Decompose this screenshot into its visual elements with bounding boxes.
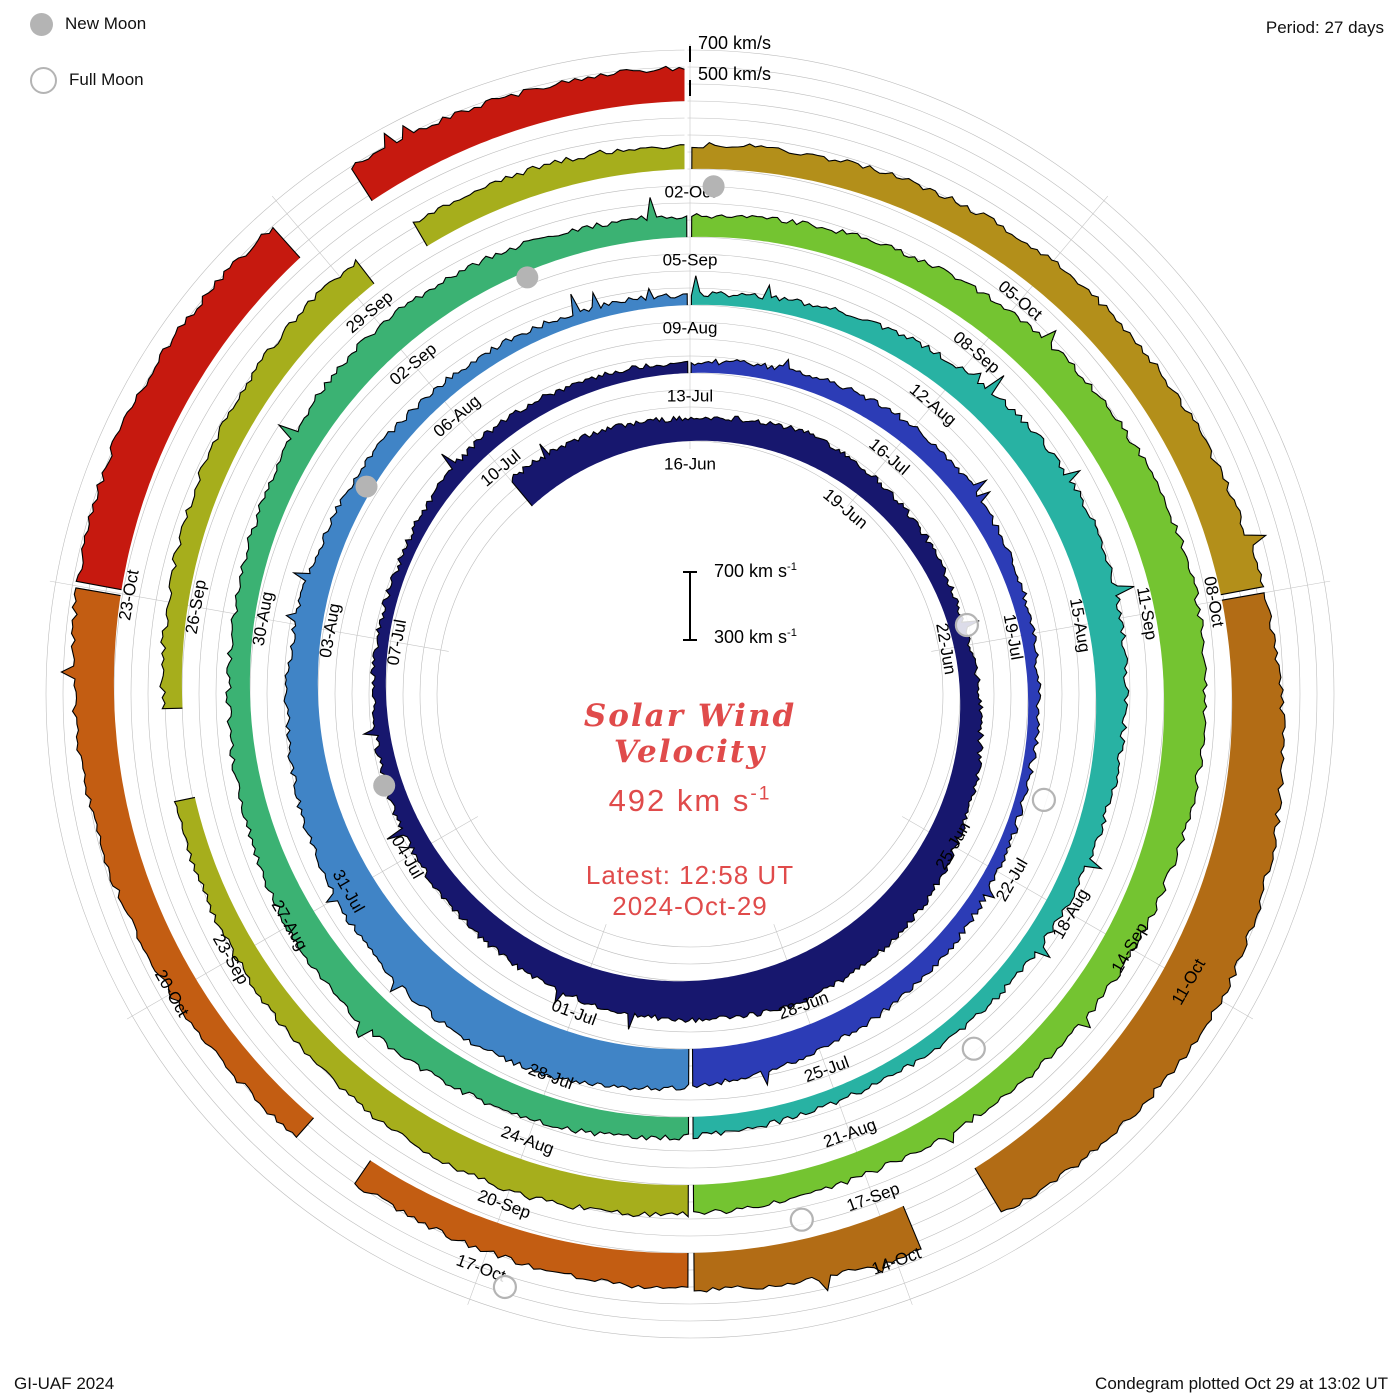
- period-label: Period: 27 days: [1265, 18, 1384, 37]
- current-value-exp: -1: [750, 783, 772, 805]
- date-label: 13-Jul: [667, 386, 713, 405]
- new-moon-icon: [30, 12, 53, 36]
- date-label: 25-Jul: [802, 1052, 852, 1086]
- credit-label: GI-UAF 2024: [14, 1374, 115, 1393]
- full-moon-marker: [789, 1207, 814, 1232]
- scale-700-text: 700 km s: [714, 561, 788, 581]
- scale-700-exp: -1: [787, 561, 797, 573]
- legend-new-moon-label: New Moon: [65, 14, 147, 33]
- velocity-bands: [60, 65, 1286, 1293]
- top-seam: [684, 46, 691, 174]
- top-axis-700: 700 km/s: [698, 33, 772, 53]
- current-value-text: 492 km s: [608, 783, 751, 818]
- full-moon-icon: [30, 66, 57, 94]
- new-moon-marker: [516, 266, 539, 289]
- current-value: 492 km s-1: [390, 783, 990, 819]
- scale-label-300: 300 km s-1: [714, 627, 797, 648]
- scale-300-exp: -1: [787, 627, 797, 639]
- date-label: 17-Sep: [844, 1179, 902, 1216]
- full-moon-marker: [954, 612, 980, 638]
- latest-line2: 2024-Oct-29: [612, 891, 768, 921]
- moon-markers: [355, 175, 1057, 1300]
- radial-scale-bar: [683, 571, 697, 641]
- latest-line1: Latest: 12:58 UT: [585, 860, 795, 890]
- chart-title: Solar Wind Velocity: [390, 698, 990, 770]
- legend-full-moon: Full Moon: [30, 66, 146, 94]
- date-label: 09-Aug: [663, 318, 718, 337]
- legend-new-moon: New Moon: [30, 10, 146, 38]
- scale-label-700: 700 km s-1: [714, 561, 797, 582]
- chart-title-line2: Velocity: [613, 734, 767, 770]
- legend: New Moon Full Moon: [30, 10, 146, 94]
- plotted-timestamp: Condegram plotted Oct 29 at 13:02 UT: [1095, 1374, 1388, 1393]
- new-moon-marker: [355, 475, 378, 498]
- new-moon-marker: [702, 175, 725, 198]
- latest-timestamp: Latest: 12:58 UT 2024-Oct-29: [390, 860, 990, 922]
- full-moon-marker: [1031, 787, 1057, 813]
- new-moon-marker: [373, 774, 396, 797]
- date-label: 05-Sep: [663, 250, 718, 269]
- chart-title-line1: Solar Wind: [583, 698, 797, 734]
- top-axis-500: 500 km/s: [698, 64, 772, 84]
- scale-300-text: 300 km s: [714, 627, 788, 647]
- full-moon-marker: [492, 1274, 517, 1300]
- date-label: 21-Aug: [821, 1115, 879, 1152]
- date-label: 16-Jun: [664, 454, 716, 473]
- legend-full-moon-label: Full Moon: [69, 70, 144, 89]
- date-label: 24-Aug: [499, 1122, 557, 1159]
- full-moon-marker: [961, 1036, 986, 1061]
